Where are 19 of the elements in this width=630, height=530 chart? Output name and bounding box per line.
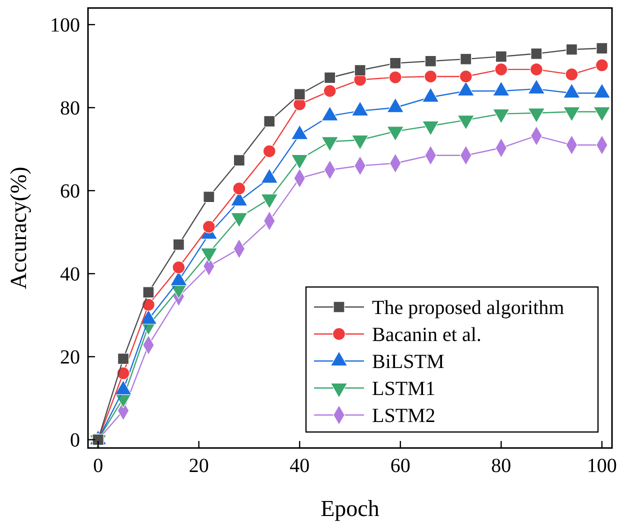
- y-tick-label: 100: [50, 14, 80, 37]
- x-axis-title: Epoch: [320, 496, 380, 521]
- y-tick-label: 0: [70, 430, 80, 452]
- x-tick-label: 60: [390, 455, 410, 477]
- legend-label: Bacanin et al.: [372, 324, 482, 346]
- x-tick-label: 80: [491, 455, 512, 477]
- y-tick-label: 60: [60, 180, 80, 203]
- y-tick-label: 40: [60, 264, 80, 286]
- legend-label: LSTM1: [372, 378, 436, 400]
- x-tick-label: 0: [93, 455, 104, 477]
- y-tick-label: 20: [60, 346, 80, 369]
- legend-label: The proposed algorithm: [372, 297, 565, 319]
- legend-label: BiLSTM: [372, 351, 444, 373]
- x-tick-label: 100: [586, 455, 617, 477]
- x-tick-label: 40: [290, 455, 310, 477]
- legend-label: LSTM2: [372, 405, 436, 427]
- y-axis-title: Accuracy(%): [6, 166, 31, 290]
- x-tick-label: 20: [188, 455, 209, 477]
- y-tick-label: 80: [60, 98, 80, 120]
